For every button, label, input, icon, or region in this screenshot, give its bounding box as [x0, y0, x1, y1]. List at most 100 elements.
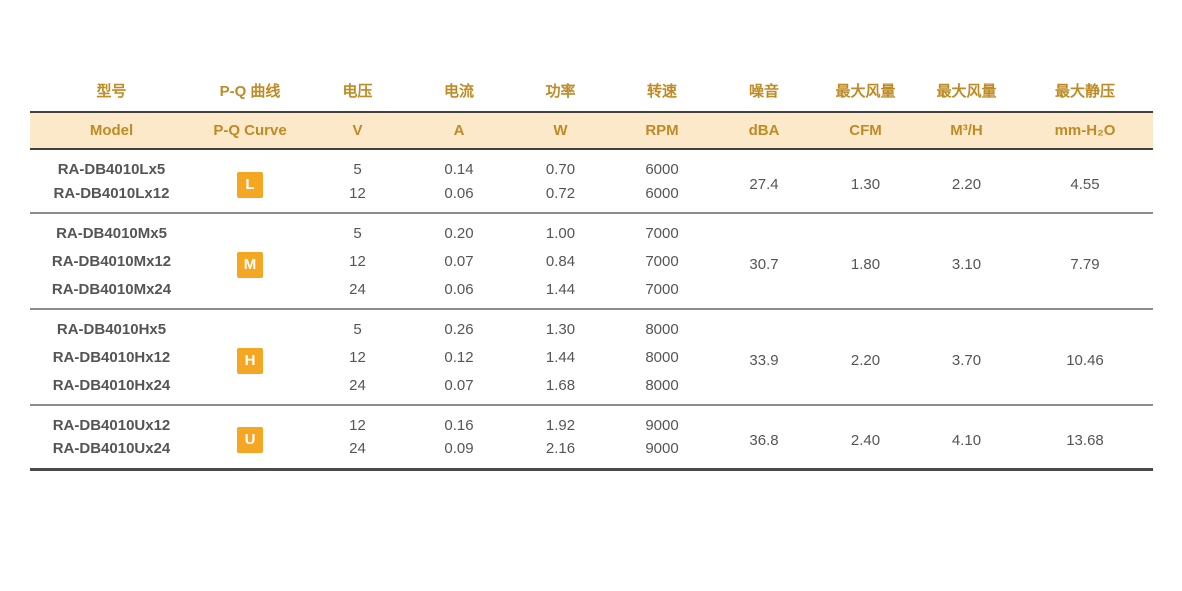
voltage-cell: 24	[349, 280, 366, 298]
col-header-max-pressure-zh: 最大静压	[1017, 70, 1153, 112]
table-row: RA-DB4010Hx24 24 0.07 1.68 8000	[30, 373, 1153, 405]
max-airflow-cfm-cell: 1.80	[850, 256, 881, 273]
pq-curve-cell: U	[193, 405, 307, 469]
pq-curve-cell: M	[193, 213, 307, 309]
current-cell: 0.07	[444, 252, 474, 270]
col-header-power-unit: W	[510, 111, 611, 150]
model-cell: RA-DB4010Mx24	[51, 280, 172, 298]
spec-table-container: 型号 P-Q 曲线 电压 电流 功率 转速 噪音 最大风量 最大风量 最大静压 …	[30, 70, 1153, 471]
pq-curve-badge-m: M	[237, 251, 263, 278]
max-airflow-cfm-cell: 2.20	[850, 352, 881, 369]
model-group-u: RA-DB4010Ux12 U 12 0.16 1.92 9000 36.8 2…	[30, 405, 1153, 469]
max-pressure-cell: 7.79	[1070, 256, 1100, 273]
table-row: RA-DB4010Mx24 24 0.06 1.44 7000	[30, 277, 1153, 309]
voltage-cell: 24	[349, 440, 366, 458]
col-header-noise-zh: 噪音	[713, 70, 815, 112]
voltage-cell: 24	[349, 376, 366, 394]
model-group-m: RA-DB4010Mx5 M 5 0.20 1.00 7000 30.7 1.8…	[30, 213, 1153, 309]
pq-curve-badge-u: U	[237, 427, 263, 454]
max-pressure-cell: 10.46	[1066, 352, 1104, 369]
current-cell: 0.06	[444, 280, 474, 298]
pq-curve-cell: L	[193, 149, 307, 213]
voltage-cell: 5	[353, 224, 362, 242]
voltage-cell: 12	[349, 416, 366, 434]
table-row: RA-DB4010Ux12 U 12 0.16 1.92 9000 36.8 2…	[30, 405, 1153, 454]
model-cell: RA-DB4010Mx12	[51, 252, 172, 270]
table-row: RA-DB4010Lx12 12 0.06 0.72 6000	[30, 181, 1153, 213]
model-cell: RA-DB4010Mx5	[56, 224, 167, 242]
col-header-current-zh: 电流	[408, 70, 510, 112]
speed-cell: 7000	[645, 252, 679, 270]
spec-table: 型号 P-Q 曲线 电压 电流 功率 转速 噪音 最大风量 最大风量 最大静压 …	[30, 70, 1153, 471]
pq-curve-badge-h: H	[237, 347, 263, 374]
power-cell: 0.84	[545, 252, 576, 270]
col-header-voltage-unit: V	[307, 111, 408, 150]
table-row: RA-DB4010Hx12 12 0.12 1.44 8000	[30, 341, 1153, 373]
model-group-h: RA-DB4010Hx5 H 5 0.26 1.30 8000 33.9 2.2…	[30, 309, 1153, 405]
model-cell: RA-DB4010Ux12	[52, 416, 171, 434]
table-row: RA-DB4010Ux24 24 0.09 2.16 9000	[30, 437, 1153, 469]
max-airflow-m3h-cell: 3.70	[951, 352, 982, 369]
col-header-voltage-zh: 电压	[307, 70, 408, 112]
col-header-model-zh: 型号	[30, 70, 193, 112]
header-row-chinese: 型号 P-Q 曲线 电压 电流 功率 转速 噪音 最大风量 最大风量 最大静压	[30, 70, 1153, 112]
power-cell: 0.72	[545, 184, 576, 202]
max-airflow-cfm-cell: 1.30	[850, 176, 881, 193]
current-cell: 0.06	[444, 184, 474, 202]
pq-curve-badge-l: L	[237, 171, 263, 198]
power-cell: 2.16	[545, 440, 576, 458]
current-cell: 0.26	[444, 320, 474, 338]
speed-cell: 7000	[645, 224, 679, 242]
model-cell: RA-DB4010Lx5	[57, 160, 166, 178]
model-cell: RA-DB4010Hx24	[52, 376, 171, 394]
voltage-cell: 12	[349, 348, 366, 366]
speed-cell: 7000	[645, 280, 679, 298]
speed-cell: 9000	[645, 440, 679, 458]
current-cell: 0.12	[444, 348, 474, 366]
col-header-noise-unit: dBA	[713, 111, 815, 150]
col-header-max-airflow-m3h-unit: M³/H	[916, 111, 1017, 150]
model-cell: RA-DB4010Hx12	[52, 348, 171, 366]
max-pressure-cell: 4.55	[1070, 176, 1100, 193]
voltage-cell: 5	[353, 160, 362, 178]
max-airflow-m3h-cell: 4.10	[951, 431, 982, 449]
noise-cell: 30.7	[749, 256, 779, 273]
power-cell: 0.70	[545, 160, 576, 178]
power-cell: 1.44	[545, 280, 576, 298]
current-cell: 0.07	[444, 376, 474, 394]
model-cell: RA-DB4010Lx12	[53, 184, 170, 202]
max-pressure-cell: 13.68	[1066, 431, 1104, 449]
col-header-speed-zh: 转速	[611, 70, 713, 112]
current-cell: 0.09	[444, 440, 474, 458]
model-cell: RA-DB4010Ux24	[52, 440, 171, 458]
col-header-max-airflow-m3h-zh: 最大风量	[916, 70, 1017, 112]
col-header-model-en: Model	[30, 111, 193, 150]
speed-cell: 6000	[645, 160, 679, 178]
col-header-max-pressure-unit: mm-H₂O	[1017, 111, 1153, 150]
noise-cell: 36.8	[749, 431, 779, 449]
table-header: 型号 P-Q 曲线 电压 电流 功率 转速 噪音 最大风量 最大风量 最大静压 …	[30, 70, 1153, 150]
voltage-cell: 12	[349, 184, 366, 202]
speed-cell: 8000	[645, 320, 679, 338]
col-header-current-unit: A	[408, 111, 510, 150]
current-cell: 0.20	[444, 224, 474, 242]
table-row: RA-DB4010Hx5 H 5 0.26 1.30 8000 33.9 2.2…	[30, 309, 1153, 374]
col-header-max-airflow-cfm-zh: 最大风量	[815, 70, 916, 112]
current-cell: 0.14	[444, 160, 474, 178]
col-header-pq-curve-en: P-Q Curve	[193, 111, 307, 150]
voltage-cell: 5	[353, 320, 362, 338]
power-cell: 1.92	[545, 416, 576, 434]
table-row: RA-DB4010Mx12 12 0.07 0.84 7000	[30, 245, 1153, 277]
max-airflow-m3h-cell: 3.10	[951, 256, 982, 273]
speed-cell: 6000	[645, 184, 679, 202]
speed-cell: 8000	[645, 376, 679, 394]
col-header-power-zh: 功率	[510, 70, 611, 112]
model-group-l: RA-DB4010Lx5 L 5 0.14 0.70 6000 27.4 1.3…	[30, 149, 1153, 213]
max-airflow-m3h-cell: 2.20	[951, 176, 982, 193]
max-airflow-cfm-cell: 2.40	[850, 431, 881, 449]
header-row-units: Model P-Q Curve V A W RPM dBA CFM M³/H m…	[30, 111, 1153, 150]
model-cell: RA-DB4010Hx5	[56, 320, 167, 338]
power-cell: 1.68	[545, 376, 576, 394]
noise-cell: 27.4	[749, 176, 779, 193]
noise-cell: 33.9	[749, 352, 779, 369]
